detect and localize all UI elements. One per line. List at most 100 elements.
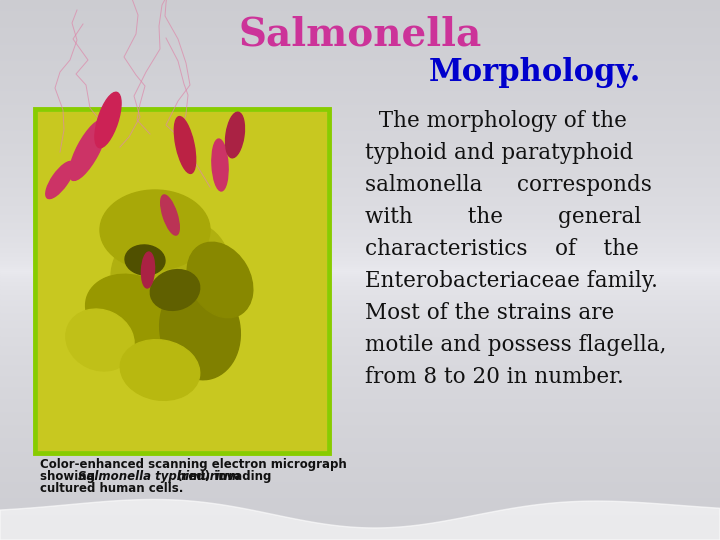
Bar <box>0 132 720 133</box>
Bar <box>0 144 720 145</box>
Bar <box>0 281 720 282</box>
Bar <box>0 40 720 41</box>
Bar <box>0 239 720 240</box>
Bar <box>0 308 720 309</box>
Bar <box>0 256 720 257</box>
Ellipse shape <box>212 139 228 191</box>
Bar <box>0 99 720 100</box>
Bar <box>0 368 720 369</box>
Bar <box>0 353 720 354</box>
Bar <box>0 152 720 153</box>
Bar <box>0 215 720 216</box>
Bar <box>0 305 720 306</box>
Bar <box>0 514 720 515</box>
Bar <box>0 426 720 427</box>
Bar <box>0 10 720 11</box>
Text: typhoid and paratyphoid: typhoid and paratyphoid <box>365 142 634 164</box>
Bar <box>0 496 720 497</box>
Bar <box>0 261 720 262</box>
Bar <box>0 477 720 478</box>
Bar <box>0 450 720 451</box>
Bar <box>0 499 720 500</box>
Bar <box>0 478 720 479</box>
Bar <box>0 350 720 351</box>
Bar <box>0 500 720 501</box>
Bar <box>0 322 720 323</box>
Bar <box>0 181 720 182</box>
Bar <box>0 415 720 416</box>
Bar <box>0 437 720 438</box>
Bar <box>0 316 720 317</box>
Bar <box>0 0 720 1</box>
Bar <box>0 373 720 374</box>
Bar <box>0 533 720 534</box>
Bar <box>0 532 720 533</box>
Bar <box>0 508 720 509</box>
Bar <box>0 106 720 107</box>
Bar <box>0 366 720 367</box>
Bar <box>0 192 720 193</box>
Bar <box>0 388 720 389</box>
Bar <box>0 74 720 75</box>
Bar <box>0 413 720 414</box>
Bar <box>0 208 720 209</box>
Bar <box>0 319 720 320</box>
Bar <box>0 193 720 194</box>
Bar <box>0 483 720 484</box>
Bar <box>0 251 720 252</box>
Bar <box>0 52 720 53</box>
Bar <box>0 2 720 3</box>
Ellipse shape <box>187 242 253 318</box>
Bar <box>0 363 720 364</box>
Bar <box>0 531 720 532</box>
Bar <box>0 341 720 342</box>
Bar <box>0 492 720 493</box>
Bar <box>0 412 720 413</box>
Bar <box>0 115 720 116</box>
Bar <box>0 524 720 525</box>
Bar <box>0 272 720 273</box>
Bar <box>0 213 720 214</box>
Bar <box>0 384 720 385</box>
Bar <box>0 190 720 191</box>
Bar <box>0 517 720 518</box>
Bar <box>0 191 720 192</box>
Bar <box>0 105 720 106</box>
Bar <box>0 93 720 94</box>
Bar <box>0 150 720 151</box>
Bar <box>0 13 720 14</box>
Bar <box>0 382 720 383</box>
Text: Salmonella: Salmonella <box>238 16 482 54</box>
Bar <box>0 227 720 228</box>
Bar <box>0 418 720 419</box>
Bar <box>0 17 720 18</box>
Bar <box>0 487 720 488</box>
Bar <box>0 137 720 138</box>
Bar <box>0 238 720 239</box>
Bar <box>0 188 720 189</box>
Bar <box>0 333 720 334</box>
Bar <box>0 516 720 517</box>
Bar <box>0 463 720 464</box>
Bar <box>0 164 720 165</box>
Bar <box>0 312 720 313</box>
Bar <box>0 205 720 206</box>
Bar <box>0 117 720 118</box>
Bar <box>0 486 720 487</box>
Bar <box>0 120 720 121</box>
Bar <box>0 329 720 330</box>
Bar <box>0 28 720 29</box>
Bar <box>0 429 720 430</box>
Bar <box>0 163 720 164</box>
Bar <box>0 476 720 477</box>
Bar <box>0 80 720 81</box>
Ellipse shape <box>95 92 121 148</box>
Bar <box>0 416 720 417</box>
Bar <box>0 473 720 474</box>
Bar <box>0 495 720 496</box>
Bar <box>0 526 720 527</box>
Bar <box>0 351 720 352</box>
Bar <box>0 462 720 463</box>
Bar <box>0 19 720 20</box>
Bar <box>0 184 720 185</box>
